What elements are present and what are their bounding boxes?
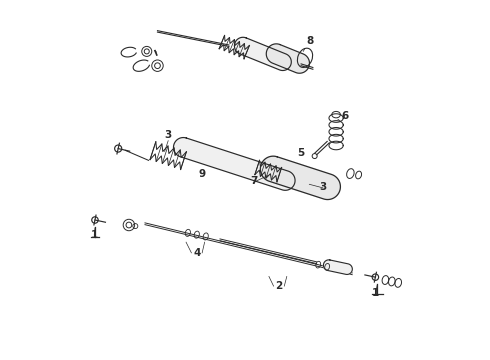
- Polygon shape: [260, 156, 341, 199]
- Text: 1: 1: [372, 288, 379, 298]
- Text: 4: 4: [193, 248, 200, 258]
- Polygon shape: [266, 44, 310, 73]
- Text: 5: 5: [297, 148, 304, 158]
- Text: 2: 2: [275, 281, 283, 291]
- Text: 9: 9: [198, 169, 206, 179]
- Polygon shape: [234, 37, 292, 71]
- Text: 1: 1: [91, 230, 98, 240]
- Text: 8: 8: [306, 36, 314, 46]
- Text: 3: 3: [319, 182, 326, 192]
- Polygon shape: [173, 138, 295, 190]
- Polygon shape: [323, 260, 352, 274]
- Text: 3: 3: [165, 130, 172, 140]
- Text: 7: 7: [250, 176, 258, 186]
- Text: 6: 6: [342, 111, 349, 121]
